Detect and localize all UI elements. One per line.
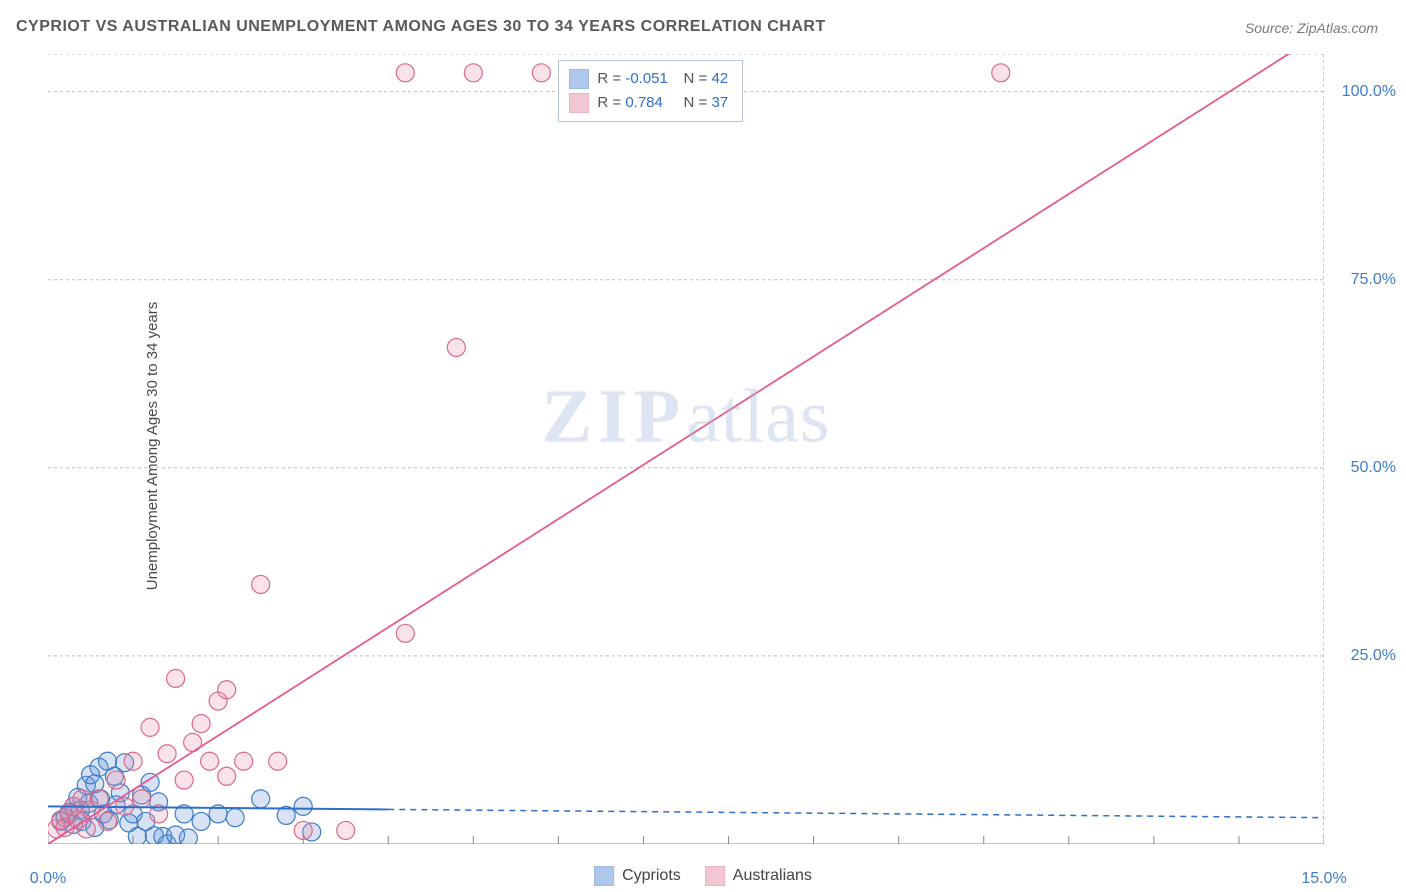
stats-row: R = -0.051 N = 42	[569, 67, 728, 91]
x-tick-label: 15.0%	[1301, 870, 1346, 888]
plot-area: ZIPatlas R = -0.051 N = 42 R = 0.784 N =…	[48, 54, 1324, 844]
stats-legend: R = -0.051 N = 42 R = 0.784 N = 37	[558, 60, 743, 122]
y-tick-label: 75.0%	[1351, 271, 1396, 289]
source-credit: Source: ZipAtlas.com	[1245, 20, 1378, 36]
legend-swatch-australians	[705, 866, 725, 886]
legend-swatch-cypriots	[594, 866, 614, 886]
legend-label-cypriots: Cypriots	[622, 867, 681, 885]
scatter-plot-svg	[48, 54, 1324, 844]
legend-item-australians: Australians	[705, 866, 812, 886]
legend-item-cypriots: Cypriots	[594, 866, 681, 886]
legend-label-australians: Australians	[733, 867, 812, 885]
stats-swatch	[569, 69, 589, 89]
y-tick-label: 100.0%	[1342, 83, 1396, 101]
stats-swatch	[569, 93, 589, 113]
chart-title: CYPRIOT VS AUSTRALIAN UNEMPLOYMENT AMONG…	[16, 18, 826, 36]
x-tick-label: 0.0%	[30, 870, 66, 888]
y-tick-label: 50.0%	[1351, 459, 1396, 477]
y-tick-label: 25.0%	[1351, 647, 1396, 665]
stats-row: R = 0.784 N = 37	[569, 91, 728, 115]
series-legend: Cypriots Australians	[594, 866, 812, 886]
